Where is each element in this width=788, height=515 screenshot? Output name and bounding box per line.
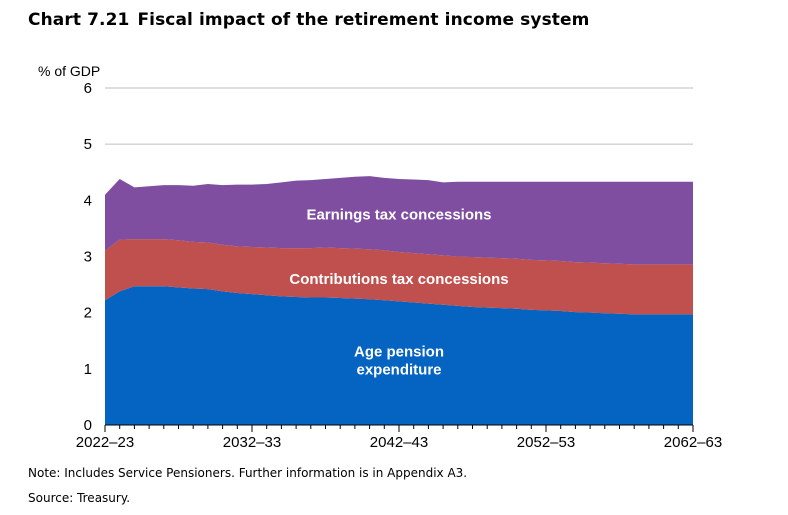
chart-note: Note: Includes Service Pensioners. Furth… <box>28 466 468 480</box>
area-series <box>105 176 693 425</box>
y-axis-label: % of GDP <box>38 63 100 79</box>
x-tick-label: 2062–63 <box>664 434 722 451</box>
x-tick-label: 2032–33 <box>223 434 281 451</box>
y-tick-label: 2 <box>84 305 92 322</box>
y-tick-label: 5 <box>84 136 92 153</box>
axes: 0 1 2 3 4 5 6% of GDP 2022–23 2032–33 2042–43 2052… <box>38 63 722 451</box>
age-pension-area-label: Age pension <box>354 343 444 360</box>
x-tick-label: 2022–23 <box>76 434 134 451</box>
y-tick-label: 6 <box>84 80 92 97</box>
earnings-area <box>105 176 693 265</box>
chart-source: Source: Treasury. <box>28 491 131 505</box>
x-tick-label: 2042–43 <box>370 434 428 451</box>
chart-number: Chart 7.21 <box>28 10 130 30</box>
chart-title-text: Fiscal impact of the retirement income s… <box>137 10 590 30</box>
age-pension-area-label: expenditure <box>356 361 441 378</box>
x-tick-label: 2052–53 <box>517 434 575 451</box>
y-tick-label: 1 <box>84 361 92 378</box>
age-pension-area <box>105 286 693 425</box>
y-tick-label: 0 <box>84 417 92 434</box>
y-tick-label: 3 <box>84 249 92 266</box>
y-tick-label: 4 <box>84 192 92 209</box>
stacked-area-chart: 0 1 2 3 4 5 6% of GDP 2022–23 2032–33 2042–43 2052… <box>38 63 722 451</box>
chart-title: Chart 7.21 Fiscal impact of the retiremen… <box>28 10 589 30</box>
contributions-area-label: Contributions tax concessions <box>289 271 508 288</box>
contributions-area <box>105 239 693 315</box>
earnings-area-label: Earnings tax concessions <box>306 206 491 223</box>
